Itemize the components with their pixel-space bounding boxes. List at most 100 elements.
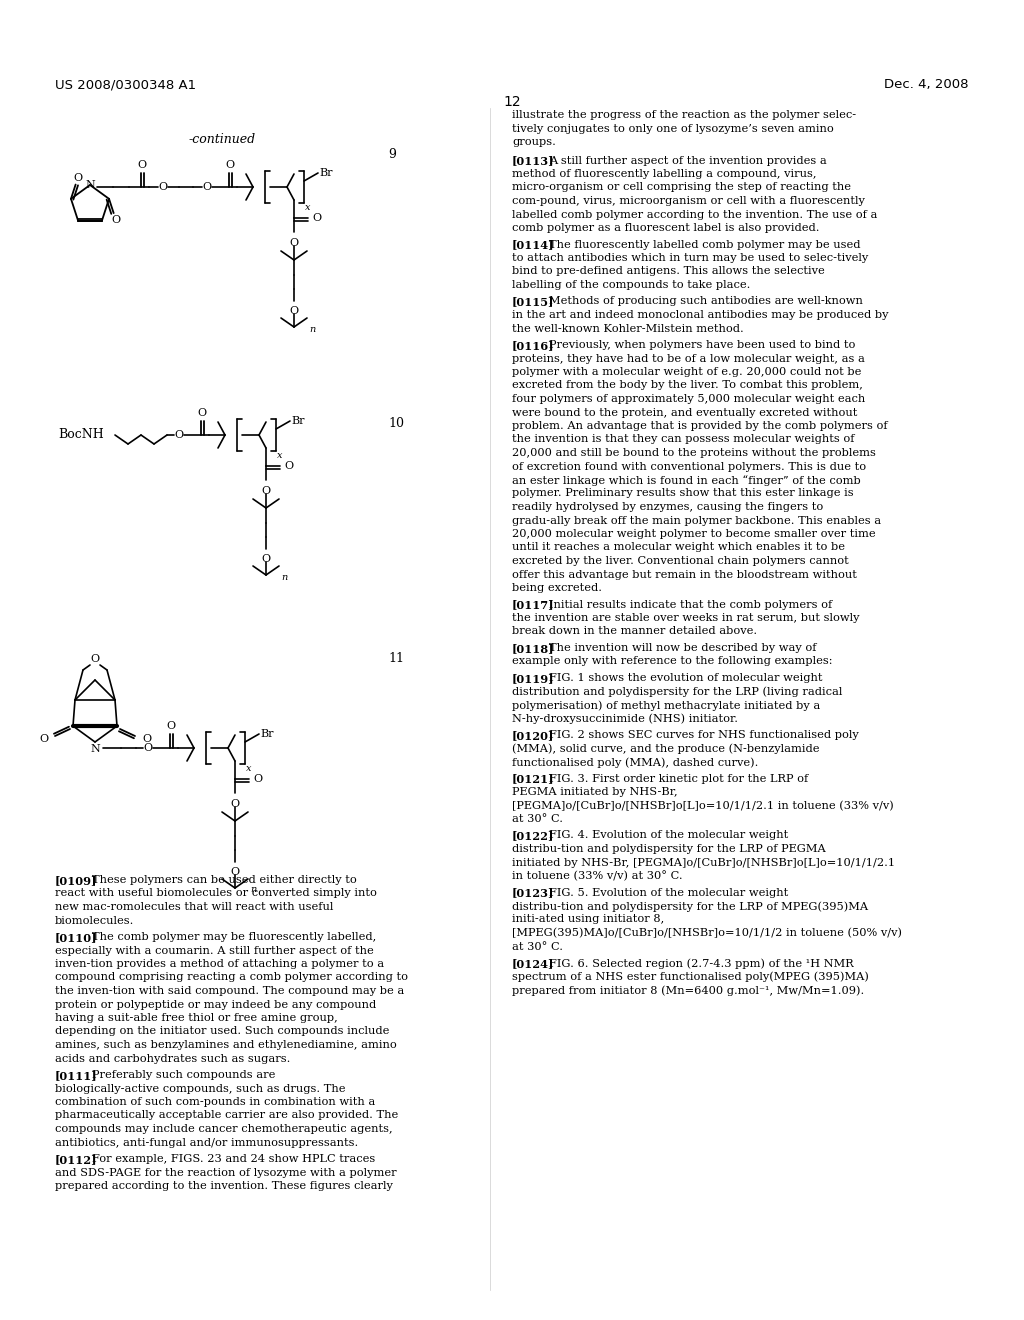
Text: O: O bbox=[253, 774, 262, 784]
Text: O: O bbox=[312, 213, 322, 223]
Text: O: O bbox=[290, 238, 299, 248]
Text: Initial results indicate that the comb polymers of: Initial results indicate that the comb p… bbox=[549, 599, 833, 610]
Text: The comb polymer may be fluorescently labelled,: The comb polymer may be fluorescently la… bbox=[92, 932, 376, 942]
Text: distribution and polydispersity for the LRP (living radical: distribution and polydispersity for the … bbox=[512, 686, 843, 697]
Text: O: O bbox=[39, 734, 48, 744]
Text: O: O bbox=[261, 486, 270, 496]
Text: [0112]: [0112] bbox=[55, 1154, 97, 1166]
Text: biomolecules.: biomolecules. bbox=[55, 916, 134, 925]
Text: protein or polypeptide or may indeed be any compound: protein or polypeptide or may indeed be … bbox=[55, 999, 376, 1010]
Text: FIG. 6. Selected region (2.7-4.3 ppm) of the ¹H NMR: FIG. 6. Selected region (2.7-4.3 ppm) of… bbox=[549, 958, 854, 969]
Text: [0116]: [0116] bbox=[512, 341, 555, 351]
Text: The invention will now be described by way of: The invention will now be described by w… bbox=[549, 643, 816, 653]
Text: Preferably such compounds are: Preferably such compounds are bbox=[92, 1071, 275, 1080]
Text: com-pound, virus, microorganism or cell with a fluorescently: com-pound, virus, microorganism or cell … bbox=[512, 195, 865, 206]
Text: polymerisation) of methyl methacrylate initiated by a: polymerisation) of methyl methacrylate i… bbox=[512, 700, 820, 710]
Text: were bound to the protein, and eventually excreted without: were bound to the protein, and eventuall… bbox=[512, 408, 857, 417]
Text: new mac-romolecules that will react with useful: new mac-romolecules that will react with… bbox=[55, 902, 334, 912]
Text: 11: 11 bbox=[388, 652, 404, 665]
Text: antibiotics, anti-fungal and/or immunosuppressants.: antibiotics, anti-fungal and/or immunosu… bbox=[55, 1138, 358, 1147]
Text: These polymers can be used either directly to: These polymers can be used either direct… bbox=[92, 875, 356, 884]
Text: O: O bbox=[261, 554, 270, 564]
Text: the invention is that they can possess molecular weights of: the invention is that they can possess m… bbox=[512, 434, 854, 445]
Text: of excretion found with conventional polymers. This is due to: of excretion found with conventional pol… bbox=[512, 462, 866, 471]
Text: problem. An advantage that is provided by the comb polymers of: problem. An advantage that is provided b… bbox=[512, 421, 888, 432]
Text: proteins, they have had to be of a low molecular weight, as a: proteins, they have had to be of a low m… bbox=[512, 354, 865, 363]
Text: N-hy-droxysuccinimide (NHS) initiator.: N-hy-droxysuccinimide (NHS) initiator. bbox=[512, 714, 738, 725]
Text: distribu-tion and polydispersity for the LRP of PEGMA: distribu-tion and polydispersity for the… bbox=[512, 843, 825, 854]
Text: (MMA), solid curve, and the produce (N-benzylamide: (MMA), solid curve, and the produce (N-b… bbox=[512, 743, 819, 754]
Text: the invention are stable over weeks in rat serum, but slowly: the invention are stable over weeks in r… bbox=[512, 612, 859, 623]
Text: until it reaches a molecular weight which enables it to be: until it reaches a molecular weight whic… bbox=[512, 543, 845, 553]
Text: [0117]: [0117] bbox=[512, 599, 555, 610]
Text: Br: Br bbox=[260, 729, 273, 739]
Text: gradu-ally break off the main polymer backbone. This enables a: gradu-ally break off the main polymer ba… bbox=[512, 516, 881, 525]
Text: FIG. 2 shows SEC curves for NHS functionalised poly: FIG. 2 shows SEC curves for NHS function… bbox=[549, 730, 859, 741]
Text: The fluorescently labelled comb polymer may be used: The fluorescently labelled comb polymer … bbox=[549, 239, 860, 249]
Text: [0124]: [0124] bbox=[512, 958, 554, 969]
Text: example only with reference to the following examples:: example only with reference to the follo… bbox=[512, 656, 833, 667]
Text: -continued: -continued bbox=[188, 133, 256, 147]
Text: Br: Br bbox=[291, 416, 304, 426]
Text: [0122]: [0122] bbox=[512, 830, 554, 842]
Text: method of fluorescently labelling a compound, virus,: method of fluorescently labelling a comp… bbox=[512, 169, 816, 180]
Text: labelled comb polymer according to the invention. The use of a: labelled comb polymer according to the i… bbox=[512, 210, 878, 219]
Text: O: O bbox=[198, 408, 207, 418]
Text: [0115]: [0115] bbox=[512, 297, 554, 308]
Text: tively conjugates to only one of lysozyme’s seven amino: tively conjugates to only one of lysozym… bbox=[512, 124, 834, 133]
Text: amines, such as benzylamines and ethylenediamine, amino: amines, such as benzylamines and ethylen… bbox=[55, 1040, 396, 1049]
Text: in the art and indeed monoclonal antibodies may be produced by: in the art and indeed monoclonal antibod… bbox=[512, 310, 889, 319]
Text: bind to pre-defined antigens. This allows the selective: bind to pre-defined antigens. This allow… bbox=[512, 267, 824, 276]
Text: break down in the manner detailed above.: break down in the manner detailed above. bbox=[512, 627, 757, 636]
Text: 20,000 and still be bound to the proteins without the problems: 20,000 and still be bound to the protein… bbox=[512, 447, 876, 458]
Text: initi-ated using initiator 8,: initi-ated using initiator 8, bbox=[512, 915, 665, 924]
Text: [PEGMA]o/[CuBr]o/[NHSBr]o[L]o=10/1/1/2.1 in toluene (33% v/v): [PEGMA]o/[CuBr]o/[NHSBr]o[L]o=10/1/1/2.1… bbox=[512, 800, 894, 810]
Text: BocNH: BocNH bbox=[58, 429, 103, 441]
Text: illustrate the progress of the reaction as the polymer selec-: illustrate the progress of the reaction … bbox=[512, 110, 856, 120]
Text: the well-known Kohler-Milstein method.: the well-known Kohler-Milstein method. bbox=[512, 323, 743, 334]
Text: biologically-active compounds, such as drugs. The: biologically-active compounds, such as d… bbox=[55, 1084, 345, 1093]
Text: Methods of producing such antibodies are well-known: Methods of producing such antibodies are… bbox=[549, 297, 863, 306]
Text: combination of such com-pounds in combination with a: combination of such com-pounds in combin… bbox=[55, 1097, 375, 1107]
Text: the inven-tion with said compound. The compound may be a: the inven-tion with said compound. The c… bbox=[55, 986, 404, 997]
Text: 20,000 molecular weight polymer to become smaller over time: 20,000 molecular weight polymer to becom… bbox=[512, 529, 876, 539]
Text: n: n bbox=[309, 325, 315, 334]
Text: acids and carbohydrates such as sugars.: acids and carbohydrates such as sugars. bbox=[55, 1053, 291, 1064]
Text: in toluene (33% v/v) at 30° C.: in toluene (33% v/v) at 30° C. bbox=[512, 871, 683, 882]
Text: O: O bbox=[73, 173, 82, 183]
Text: at 30° C.: at 30° C. bbox=[512, 814, 563, 824]
Text: initiated by NHS-Br, [PEGMA]o/[CuBr]o/[NHSBr]o[L]o=10/1/1/2.1: initiated by NHS-Br, [PEGMA]o/[CuBr]o/[N… bbox=[512, 858, 895, 867]
Text: N: N bbox=[85, 180, 95, 190]
Text: distribu-tion and polydispersity for the LRP of MPEG(395)MA: distribu-tion and polydispersity for the… bbox=[512, 902, 868, 912]
Text: x: x bbox=[305, 203, 310, 213]
Text: spectrum of a NHS ester functionalised poly(MPEG (395)MA): spectrum of a NHS ester functionalised p… bbox=[512, 972, 869, 982]
Text: O: O bbox=[167, 721, 175, 731]
Text: especially with a coumarin. A still further aspect of the: especially with a coumarin. A still furt… bbox=[55, 945, 374, 956]
Text: react with useful biomolecules or converted simply into: react with useful biomolecules or conver… bbox=[55, 888, 377, 899]
Text: PEGMA initiated by NHS-Br,: PEGMA initiated by NHS-Br, bbox=[512, 787, 678, 797]
Text: inven-tion provides a method of attaching a polymer to a: inven-tion provides a method of attachin… bbox=[55, 960, 384, 969]
Text: n: n bbox=[281, 573, 288, 582]
Text: prepared from initiator 8 (Mn=6400 g.mol⁻¹, Mw/Mn=1.09).: prepared from initiator 8 (Mn=6400 g.mol… bbox=[512, 985, 864, 995]
Text: four polymers of approximately 5,000 molecular weight each: four polymers of approximately 5,000 mol… bbox=[512, 393, 865, 404]
Text: O: O bbox=[142, 734, 152, 744]
Text: [0119]: [0119] bbox=[512, 673, 555, 684]
Text: readily hydrolysed by enzymes, causing the fingers to: readily hydrolysed by enzymes, causing t… bbox=[512, 502, 823, 512]
Text: Previously, when polymers have been used to bind to: Previously, when polymers have been used… bbox=[549, 341, 855, 350]
Text: groups.: groups. bbox=[512, 137, 556, 147]
Text: 9: 9 bbox=[388, 148, 396, 161]
Text: [0110]: [0110] bbox=[55, 932, 97, 942]
Text: Br: Br bbox=[319, 168, 333, 178]
Text: [0114]: [0114] bbox=[512, 239, 555, 251]
Text: polymer. Preliminary results show that this ester linkage is: polymer. Preliminary results show that t… bbox=[512, 488, 854, 499]
Text: Dec. 4, 2008: Dec. 4, 2008 bbox=[885, 78, 969, 91]
Text: offer this advantage but remain in the bloodstream without: offer this advantage but remain in the b… bbox=[512, 569, 857, 579]
Text: O: O bbox=[112, 215, 121, 224]
Text: compounds may include cancer chemotherapeutic agents,: compounds may include cancer chemotherap… bbox=[55, 1125, 392, 1134]
Text: O: O bbox=[230, 799, 240, 809]
Text: O: O bbox=[90, 653, 99, 664]
Text: O: O bbox=[143, 743, 153, 752]
Text: [0111]: [0111] bbox=[55, 1071, 97, 1081]
Text: polymer with a molecular weight of e.g. 20,000 could not be: polymer with a molecular weight of e.g. … bbox=[512, 367, 861, 378]
Text: x: x bbox=[278, 451, 283, 459]
